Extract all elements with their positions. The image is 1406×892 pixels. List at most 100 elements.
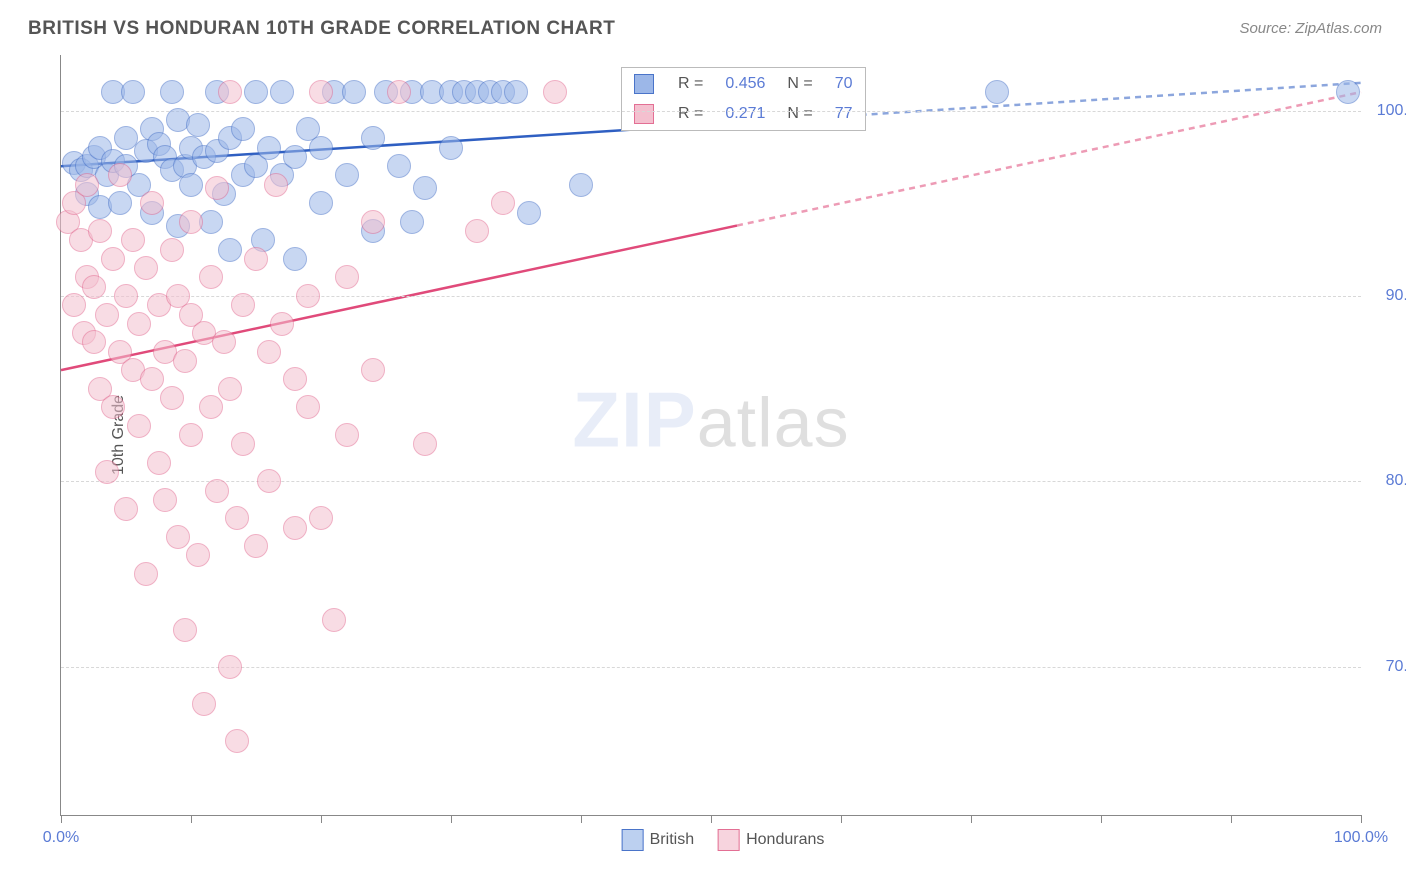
x-tick-label: 0.0% [43,829,79,847]
data-point [101,395,125,419]
data-point [270,80,294,104]
data-point [140,367,164,391]
data-point [270,312,294,336]
data-point [114,284,138,308]
data-point [309,80,333,104]
data-point [335,163,359,187]
data-point [95,303,119,327]
data-point [179,423,203,447]
data-point [101,247,125,271]
data-point [160,386,184,410]
data-point [335,265,359,289]
data-point [108,163,132,187]
data-point [309,136,333,160]
x-tick [191,815,192,823]
data-point [283,145,307,169]
stats-legend: R =0.456N =70R =0.271N =77 [621,67,866,131]
data-point [413,176,437,200]
data-point [82,330,106,354]
data-point [108,191,132,215]
data-point [413,432,437,456]
chart-title: BRITISH VS HONDURAN 10TH GRADE CORRELATI… [28,18,615,40]
data-point [147,451,171,475]
data-point [218,655,242,679]
data-point [62,293,86,317]
data-point [283,367,307,391]
data-point [517,201,541,225]
data-point [244,80,268,104]
data-point [179,210,203,234]
y-tick-label: 90.0% [1386,287,1406,305]
data-point [335,423,359,447]
data-point [283,516,307,540]
y-tick-label: 70.0% [1386,658,1406,676]
data-point [179,173,203,197]
data-point [257,340,281,364]
gridline [61,667,1361,668]
x-tick [581,815,582,823]
x-tick [971,815,972,823]
scatter-plot-area: 10th Grade ZIPatlas R =0.456N =70R =0.27… [60,55,1361,816]
data-point [160,80,184,104]
data-point [134,562,158,586]
stats-legend-row: R =0.271N =77 [624,100,863,128]
series-legend: British Hondurans [598,829,825,851]
x-tick [61,815,62,823]
data-point [264,173,288,197]
gridline [61,481,1361,482]
x-tick [1231,815,1232,823]
data-point [205,176,229,200]
x-tick [451,815,452,823]
data-point [231,293,255,317]
x-tick [1361,815,1362,823]
data-point [231,117,255,141]
data-point [127,312,151,336]
data-point [114,497,138,521]
y-tick-label: 100.0% [1377,102,1406,120]
y-tick-label: 80.0% [1386,472,1406,490]
data-point [186,113,210,137]
data-point [153,488,177,512]
data-point [218,80,242,104]
data-point [342,80,366,104]
data-point [283,247,307,271]
data-point [134,256,158,280]
x-tick [321,815,322,823]
watermark: ZIPatlas [572,374,849,465]
data-point [387,154,411,178]
data-point [296,395,320,419]
data-point [205,479,229,503]
data-point [504,80,528,104]
data-point [257,136,281,160]
data-point [361,210,385,234]
data-point [121,80,145,104]
data-point [569,173,593,197]
legend-label: Hondurans [746,831,824,848]
data-point [140,191,164,215]
legend-swatch [622,829,644,851]
data-point [439,136,463,160]
data-point [199,395,223,419]
data-point [244,247,268,271]
data-point [296,284,320,308]
data-point [88,219,112,243]
gridline [61,111,1361,112]
data-point [387,80,411,104]
legend-label: British [650,831,694,848]
data-point [309,191,333,215]
x-tick-label: 100.0% [1334,829,1388,847]
data-point [121,228,145,252]
data-point [225,729,249,753]
data-point [199,265,223,289]
data-point [361,126,385,150]
data-point [218,377,242,401]
data-point [127,414,151,438]
x-tick [1101,815,1102,823]
source-attribution: Source: ZipAtlas.com [1239,20,1382,37]
data-point [75,173,99,197]
legend-swatch [718,829,740,851]
data-point [231,432,255,456]
data-point [192,692,216,716]
data-point [465,219,489,243]
data-point [985,80,1009,104]
